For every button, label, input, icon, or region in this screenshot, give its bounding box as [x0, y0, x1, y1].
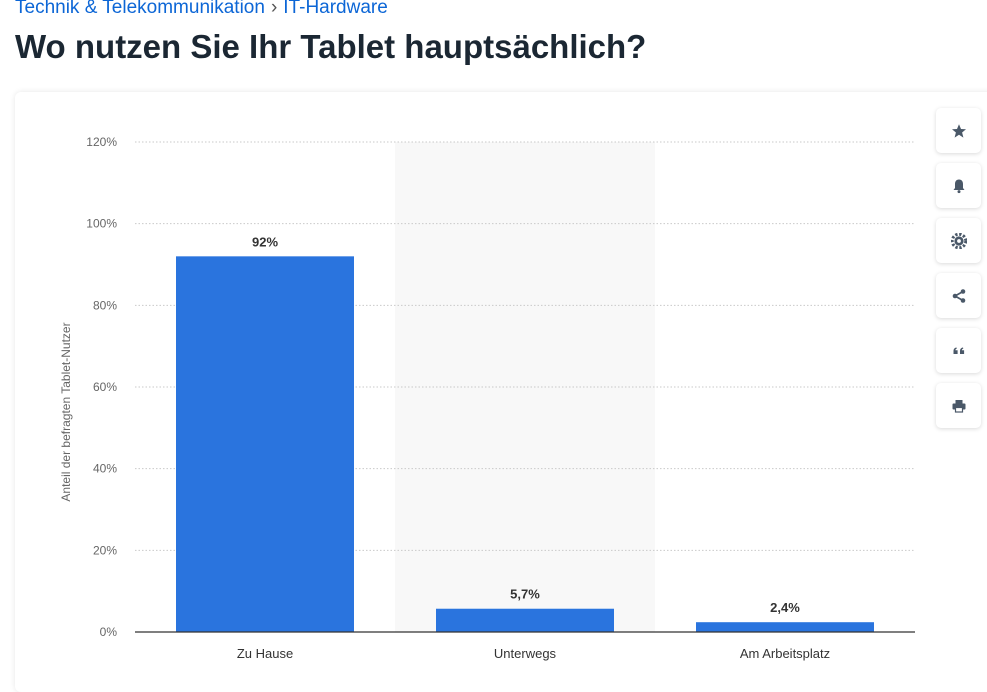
breadcrumb: Technik & Telekommunikation › IT-Hardware	[15, 0, 388, 19]
y-tick-label: 0%	[100, 625, 118, 639]
quote-icon	[953, 347, 964, 354]
y-tick-label: 80%	[93, 298, 117, 312]
bar	[436, 608, 614, 632]
chart-card: 0% 20% 40% 60% 80% 100% 120% 92% Zu Hause 5,7% Unt…	[15, 92, 987, 692]
bar	[696, 622, 874, 632]
y-tick-label: 60%	[93, 380, 117, 394]
share-button[interactable]	[936, 273, 981, 318]
share-icon	[952, 288, 965, 303]
breadcrumb-separator: ›	[270, 0, 278, 18]
data-label: 92%	[252, 234, 278, 249]
bar-chart: 0% 20% 40% 60% 80% 100% 120% 92% Zu Hause 5,7% Unt…	[59, 135, 915, 661]
data-label: 2,4%	[770, 600, 800, 615]
y-tick-label: 120%	[86, 135, 117, 149]
notification-button[interactable]	[936, 163, 981, 208]
y-tick-label: 40%	[93, 462, 117, 476]
print-icon	[952, 399, 965, 413]
star-icon	[951, 123, 966, 138]
gear-icon	[950, 232, 967, 249]
bar	[176, 256, 354, 632]
y-tick-label: 20%	[93, 543, 117, 557]
y-tick-label: 100%	[86, 217, 117, 231]
y-axis-title: Anteil der befragten Tablet-Nutzer	[59, 322, 73, 501]
bell-icon	[953, 179, 964, 193]
breadcrumb-item-technik[interactable]: Technik & Telekommunikation	[15, 0, 265, 18]
x-tick-label: Unterwegs	[494, 646, 557, 661]
print-button[interactable]	[936, 383, 981, 428]
data-label: 5,7%	[510, 587, 540, 602]
x-tick-label: Am Arbeitsplatz	[740, 646, 830, 661]
settings-button[interactable]	[936, 218, 981, 263]
cite-button[interactable]	[936, 328, 981, 373]
favorite-button[interactable]	[936, 108, 981, 153]
x-tick-label: Zu Hause	[237, 646, 293, 661]
page-title: Wo nutzen Sie Ihr Tablet hauptsächlich?	[15, 28, 647, 65]
breadcrumb-item-it-hardware[interactable]: IT-Hardware	[283, 0, 388, 18]
